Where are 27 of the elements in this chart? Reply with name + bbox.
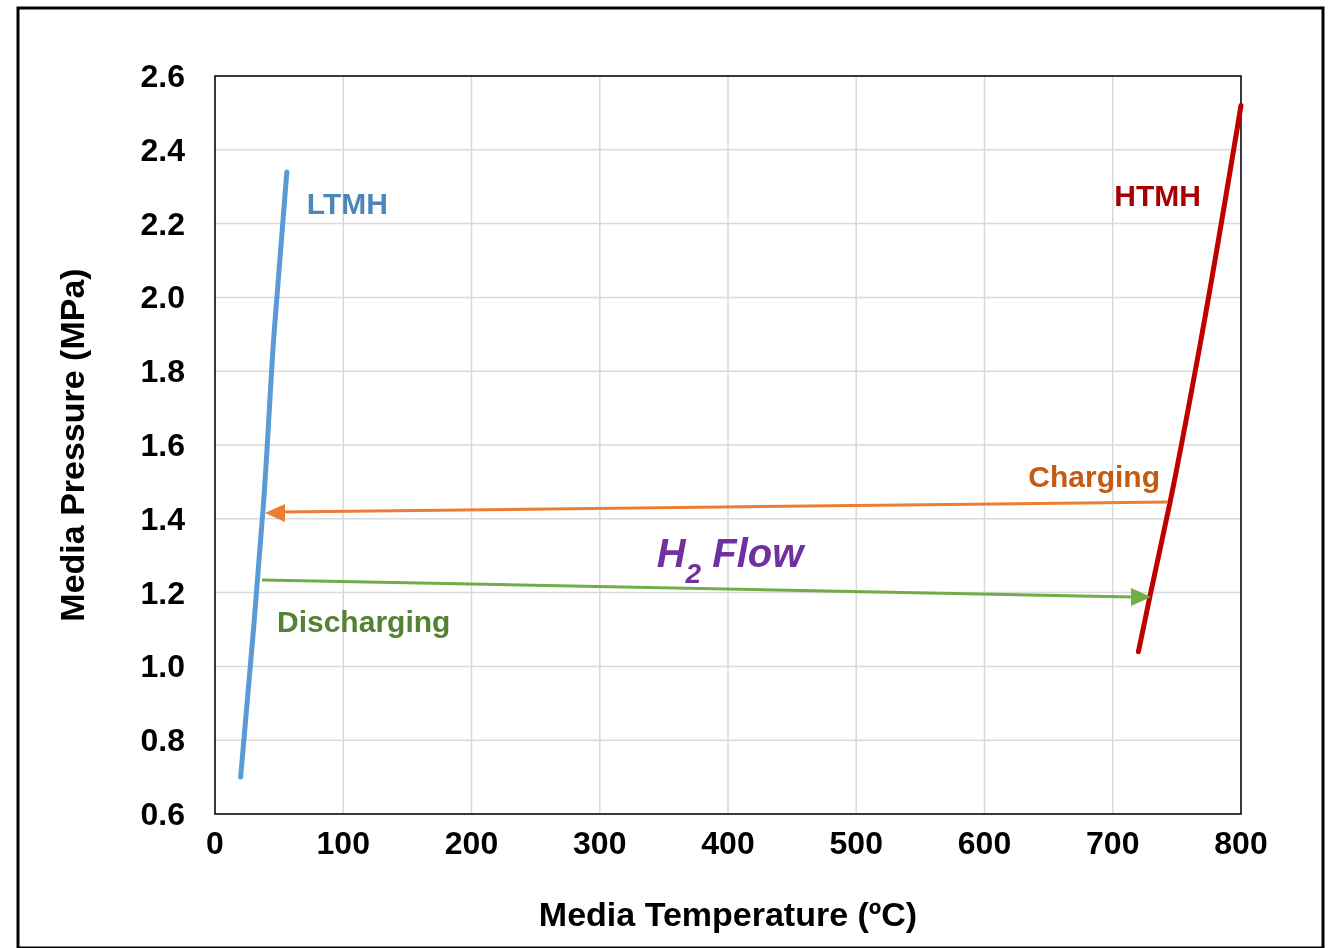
x-tick-label: 100 <box>316 825 370 861</box>
y-tick-label: 1.4 <box>140 500 186 537</box>
x-tick-label: 500 <box>829 825 883 861</box>
y-tick-label: 2.6 <box>140 58 185 94</box>
y-tick-label: 0.6 <box>140 796 185 832</box>
y-tick-label: 0.8 <box>140 722 185 759</box>
annotation: Discharging <box>277 605 451 638</box>
y-axis-title: Media Pressure (MPa) <box>53 268 91 622</box>
series-label: LTMH <box>306 186 388 220</box>
x-tick-label: 0 <box>206 825 224 861</box>
y-tick-label: 2.4 <box>140 131 186 168</box>
annotation: Charging <box>1028 460 1160 493</box>
x-tick-label: 600 <box>957 825 1012 861</box>
y-tick-label: 1.8 <box>140 353 185 390</box>
x-tick-label: 300 <box>573 825 627 861</box>
y-tick-label: 1.2 <box>140 574 185 611</box>
series-label: HTMH <box>1114 178 1201 212</box>
x-axis-title: Media Temperature (ºC) <box>538 895 918 933</box>
x-tick-label: 200 <box>444 825 499 861</box>
x-tick-label: 800 <box>1214 825 1268 861</box>
y-tick-label: 1.6 <box>140 427 185 463</box>
y-tick-label: 2.0 <box>140 279 185 316</box>
y-tick-label: 2.2 <box>140 205 185 242</box>
annotation: H$_{2}$ Flow <box>656 531 807 589</box>
x-tick-label: 700 <box>1086 825 1140 861</box>
x-tick-label: 400 <box>701 825 755 861</box>
y-tick-label: 1.0 <box>140 648 185 685</box>
